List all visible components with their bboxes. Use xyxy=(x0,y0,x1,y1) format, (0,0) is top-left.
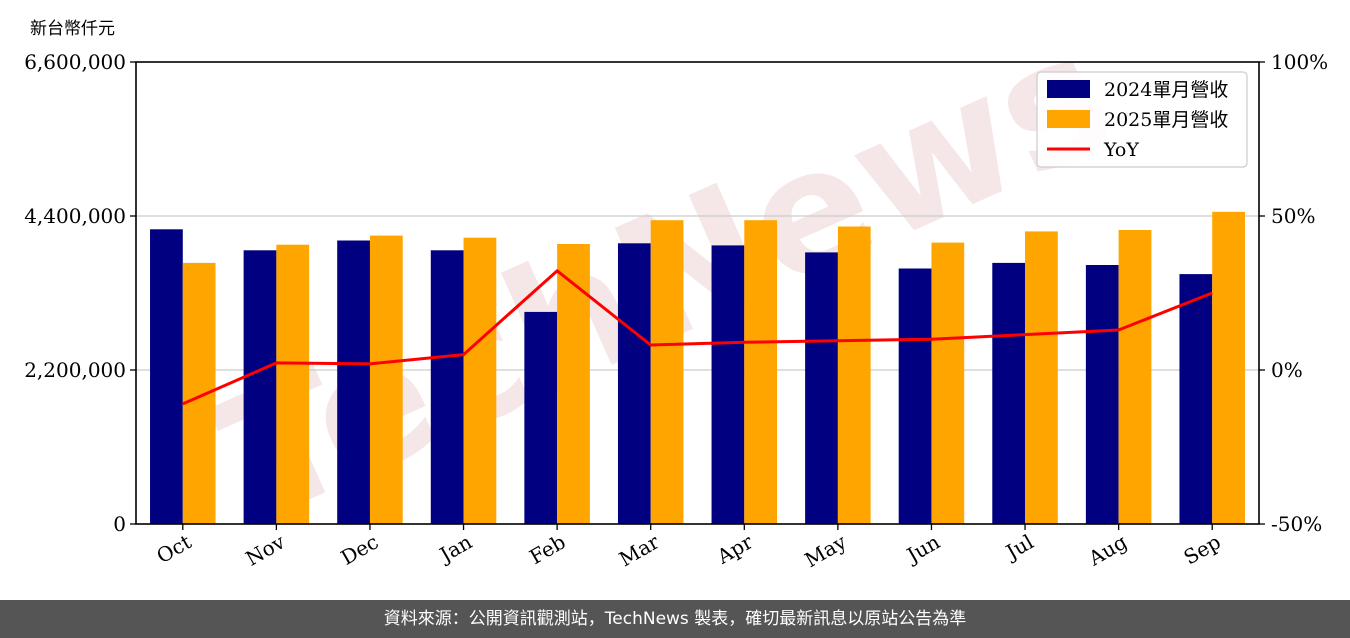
x-tick-label-dec: Dec xyxy=(337,530,383,570)
legend-label-2: YoY xyxy=(1103,139,1139,161)
y-tick-label: 0 xyxy=(113,512,126,536)
x-tick-label-sep: Sep xyxy=(1180,530,1225,570)
x-tick-label-feb: Feb xyxy=(525,530,569,569)
bar-2024-apr xyxy=(711,245,745,524)
y2-tick-label: -50% xyxy=(1271,512,1322,536)
bar-2025-jun xyxy=(931,242,965,524)
bar-2024-dec xyxy=(337,240,370,524)
legend-label-1: 2025單月營收 xyxy=(1104,109,1228,131)
bar-2025-oct xyxy=(182,262,216,524)
x-tick-label-mar: Mar xyxy=(615,529,664,571)
bar-2025-mar xyxy=(650,220,684,524)
yoy-line xyxy=(182,269,1213,406)
y2-tick-label: 50% xyxy=(1271,204,1315,228)
x-tick-label-aug: Aug xyxy=(1083,529,1131,570)
bar-2025-aug xyxy=(1118,230,1152,524)
bar-2024-jan xyxy=(430,250,464,525)
x-tick-label-jul: Jul xyxy=(1000,530,1037,565)
bar-2025-apr xyxy=(744,220,778,524)
revenue-chart: TechNews02,200,0004,400,0006,600,000-50%… xyxy=(24,0,1328,572)
bar-2024-mar xyxy=(617,243,651,525)
bar-2024-jun xyxy=(898,268,932,524)
bar-2024-feb xyxy=(524,311,558,524)
x-tick-label-jan: Jan xyxy=(434,529,476,567)
y-tick-label: 4,400,000 xyxy=(24,204,126,228)
bar-2025-jan xyxy=(463,237,497,524)
x-tick-label-oct: Oct xyxy=(152,530,195,569)
y2-tick-label: 100% xyxy=(1271,50,1328,74)
legend-label-0: 2024單月營收 xyxy=(1104,79,1228,101)
bar-2025-feb xyxy=(557,244,590,524)
legend-swatch-1 xyxy=(1047,110,1090,128)
bar-2024-jul xyxy=(992,262,1026,524)
y2-tick-label: 0% xyxy=(1271,358,1303,382)
bar-2025-jul xyxy=(1025,231,1058,524)
bar-2024-sep xyxy=(1179,274,1213,524)
y-tick-label: 2,200,000 xyxy=(24,358,126,382)
bar-2025-dec xyxy=(369,235,403,524)
x-tick-label-jun: Jun xyxy=(901,529,944,568)
bar-2025-nov xyxy=(276,244,310,524)
bar-2024-oct xyxy=(150,229,183,525)
y-tick-label: 6,600,000 xyxy=(24,50,126,74)
legend-swatch-0 xyxy=(1047,80,1090,98)
y-axis-unit-label: 新台幣仟元 xyxy=(30,19,115,39)
bar-2025-may xyxy=(837,226,871,524)
footer-source-note: 資料來源：公開資訊觀測站，TechNews 製表，確切最新訊息以原站公告為準 xyxy=(0,600,1350,638)
plot-frame xyxy=(135,61,1260,525)
x-tick-label-apr: Apr xyxy=(712,529,757,569)
bar-2024-aug xyxy=(1085,265,1119,524)
bar-2024-may xyxy=(805,252,838,524)
bar-2024-nov xyxy=(243,250,277,525)
x-tick-label-may: May xyxy=(801,529,851,572)
bar-2025-sep xyxy=(1212,211,1245,525)
